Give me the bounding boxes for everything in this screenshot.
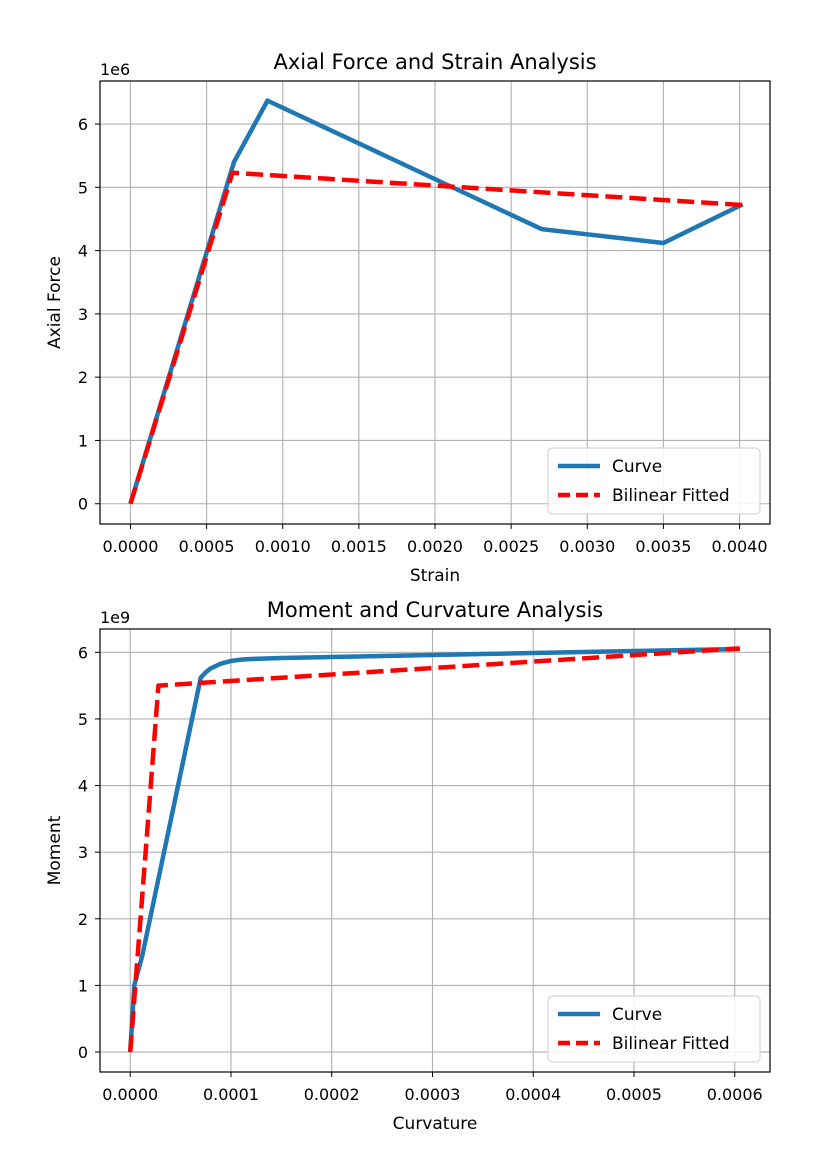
offset-text: 1e9 (100, 608, 130, 627)
x-tick-label: 0.0002 (304, 1085, 360, 1104)
y-tick-label: 2 (78, 910, 88, 929)
y-tick-label: 0 (78, 1043, 88, 1062)
y-axis-label: Moment (45, 815, 65, 885)
x-axis-label: Curvature (393, 1114, 478, 1134)
x-tick-label: 0.0005 (179, 537, 235, 556)
chart-title: Moment and Curvature Analysis (267, 598, 603, 622)
x-axis-label: Strain (410, 566, 460, 586)
legend-box (547, 995, 761, 1063)
x-tick-label: 0.0015 (331, 537, 387, 556)
axial-force-strain-chart: Axial Force and Strain Analysis Strain A… (45, 50, 771, 586)
moment-curvature-chart: Moment and Curvature Analysis Curvature … (45, 598, 771, 1134)
series-line-curve (127, 646, 740, 1053)
legend-label: Bilinear Fitted (612, 486, 730, 506)
legend: Curve Bilinear Fitted (547, 995, 761, 1063)
legend: Curve Bilinear Fitted (547, 447, 761, 515)
y-tick-label: 4 (78, 242, 88, 261)
x-tick-label: 0.0003 (404, 1085, 460, 1104)
x-tick-label: 0.0020 (407, 537, 463, 556)
legend-label: Curve (612, 457, 662, 477)
x-tick-label: 0.0025 (483, 537, 539, 556)
x-tick-label: 0.0005 (606, 1085, 662, 1104)
legend-label: Bilinear Fitted (612, 1034, 730, 1054)
x-tick-label: 0.0040 (712, 537, 768, 556)
x-tick-label: 0.0004 (505, 1085, 561, 1104)
grid (100, 81, 770, 524)
x-tick-label: 0.0000 (102, 537, 158, 556)
x-tick-label: 0.0000 (102, 1085, 158, 1104)
y-axis-label: Axial Force (45, 256, 65, 349)
y-tick-label: 4 (78, 777, 88, 796)
series-line-bilinear-fitted (128, 170, 743, 505)
x-tick-label: 0.0035 (635, 537, 691, 556)
x-tick-label: 0.0030 (559, 537, 615, 556)
legend-label: Curve (612, 1005, 662, 1025)
x-tick-label: 0.0001 (203, 1085, 259, 1104)
y-tick-label: 1 (78, 976, 88, 995)
x-tick-label: 0.0010 (255, 537, 311, 556)
y-tick-label: 5 (78, 178, 88, 197)
y-tick-label: 5 (78, 710, 88, 729)
y-tick-label: 3 (78, 843, 88, 862)
y-tick-label: 6 (78, 115, 88, 134)
series-line-curve (128, 98, 744, 505)
legend-box (547, 447, 761, 515)
y-tick-label: 6 (78, 643, 88, 662)
x-tick-label: 0.0006 (707, 1085, 763, 1104)
grid (100, 629, 770, 1072)
series-line-bilinear-fitted (127, 646, 740, 1053)
offset-text: 1e6 (100, 60, 130, 79)
y-tick-label: 3 (78, 305, 88, 324)
y-tick-label: 0 (78, 495, 88, 514)
plot-frame (99, 628, 771, 1073)
plot-frame (99, 80, 771, 525)
chart-title: Axial Force and Strain Analysis (273, 50, 596, 74)
y-tick-label: 2 (78, 368, 88, 387)
y-tick-label: 1 (78, 431, 88, 450)
